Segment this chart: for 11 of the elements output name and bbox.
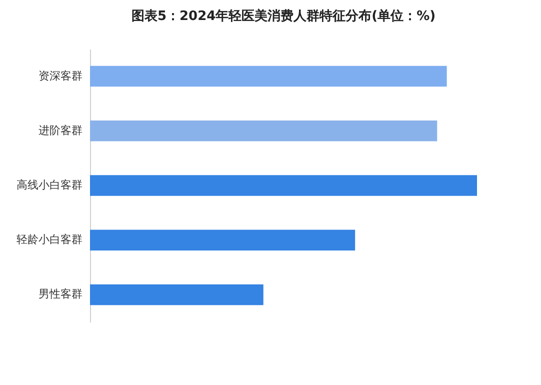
y-tick-label: 轻龄小白客群: [16, 233, 82, 246]
bar: [90, 230, 356, 250]
bar: [90, 175, 477, 196]
bar: [90, 120, 438, 142]
y-tick-label: 资深客群: [38, 69, 82, 82]
chart-title: 图表5：2024年轻医美消费人群特征分布(单位：%): [131, 8, 436, 24]
y-tick-label: 高线小白客群: [16, 178, 82, 192]
bar: [90, 284, 264, 306]
bar: [90, 66, 447, 87]
y-tick-label: 男性客群: [38, 288, 82, 301]
y-tick-label: 进阶客群: [38, 124, 82, 137]
